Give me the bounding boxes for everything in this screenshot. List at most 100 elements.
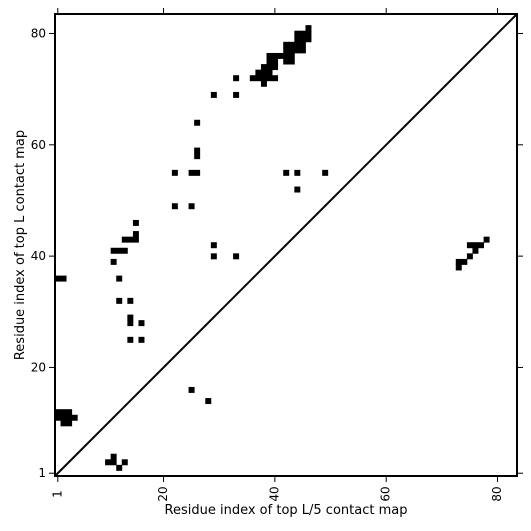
- contact-cell: [455, 258, 462, 265]
- contact-cells: [55, 25, 490, 471]
- contact-cell: [272, 75, 279, 82]
- contact-cell: [110, 247, 117, 254]
- contact-cell: [233, 75, 240, 82]
- contact-cell: [266, 75, 273, 82]
- contact-cell: [272, 64, 279, 71]
- x-tick-label: 1: [50, 490, 64, 498]
- contact-cell: [116, 247, 123, 254]
- contact-cell: [478, 242, 485, 249]
- contact-cell: [288, 47, 295, 54]
- contact-cell: [55, 409, 61, 416]
- contact-cell: [472, 247, 479, 254]
- x-axis-ticks: 1 20 40 60 80: [50, 8, 504, 502]
- contact-cell: [272, 58, 279, 65]
- contact-cell: [66, 420, 73, 427]
- plot-frame: [54, 13, 518, 477]
- contact-cell: [110, 453, 117, 460]
- contact-cell: [283, 52, 290, 59]
- contact-cell: [71, 414, 78, 421]
- contact-cell: [138, 336, 145, 343]
- contact-cell: [116, 464, 123, 471]
- contact-cell: [121, 459, 128, 466]
- x-tick-label: 80: [490, 486, 504, 501]
- contact-cell: [466, 242, 473, 249]
- contact-cell: [105, 459, 112, 466]
- contact-cell: [266, 64, 273, 71]
- diagonal-line: [54, 13, 518, 477]
- contact-cell: [255, 75, 262, 82]
- contact-cell: [294, 169, 301, 176]
- contact-cell: [288, 41, 295, 48]
- contact-cell: [188, 386, 195, 393]
- contact-cell: [188, 169, 195, 176]
- contact-cell: [305, 25, 312, 32]
- contact-cell: [294, 41, 301, 48]
- contact-cell: [66, 409, 73, 416]
- contact-cell: [60, 414, 67, 421]
- contact-cell: [138, 320, 145, 327]
- contact-cell: [249, 75, 256, 82]
- contact-cell: [121, 236, 128, 243]
- contact-cell: [210, 242, 217, 249]
- contact-cell: [233, 253, 240, 260]
- contact-cell: [305, 30, 312, 37]
- contact-cell: [194, 153, 201, 160]
- contact-cell: [132, 231, 139, 238]
- contact-cell: [266, 52, 273, 59]
- contact-cell: [260, 69, 267, 76]
- contact-cell: [294, 186, 301, 193]
- contact-cell: [322, 169, 329, 176]
- contact-cell: [55, 275, 61, 282]
- contact-cell: [455, 264, 462, 271]
- contact-cell: [277, 52, 284, 59]
- contact-cell: [127, 314, 134, 321]
- contact-cell: [132, 236, 139, 243]
- x-tick-label: 20: [156, 486, 170, 501]
- x-tick-label: 60: [379, 486, 393, 501]
- contact-cell: [255, 69, 262, 76]
- contact-cell: [283, 41, 290, 48]
- contact-cell: [110, 459, 117, 466]
- y-tick-label: 20: [31, 360, 46, 374]
- contact-cell: [194, 147, 201, 154]
- y-tick-label: 80: [31, 26, 46, 40]
- contact-cell: [294, 47, 301, 54]
- contact-cell: [171, 169, 178, 176]
- contact-cell: [299, 30, 306, 37]
- contact-cell: [260, 75, 267, 82]
- contact-cell: [194, 119, 201, 126]
- y-axis-label: Residue index of top L contact map: [13, 130, 28, 360]
- contact-cell: [127, 236, 134, 243]
- x-axis-label: Residue index of top L/5 contact map: [165, 503, 408, 518]
- contact-cell: [266, 69, 273, 76]
- contact-cell: [233, 91, 240, 98]
- contact-cell: [127, 297, 134, 304]
- contact-cell: [66, 414, 73, 421]
- contact-cell: [55, 414, 61, 421]
- contact-cell: [299, 36, 306, 43]
- contact-cell: [288, 52, 295, 59]
- contact-cell: [127, 320, 134, 327]
- contact-cell: [283, 47, 290, 54]
- contact-cell: [171, 203, 178, 210]
- contact-cell: [60, 420, 67, 427]
- contact-cell: [266, 58, 273, 65]
- contact-cell: [461, 258, 468, 265]
- contact-cell: [116, 297, 123, 304]
- contact-cell: [127, 336, 134, 343]
- contact-cell: [210, 91, 217, 98]
- contact-cell: [305, 36, 312, 43]
- contact-cell: [116, 275, 123, 282]
- contact-cell: [283, 169, 290, 176]
- contact-cell: [272, 52, 279, 59]
- contact-cell: [60, 409, 67, 416]
- contact-cell: [288, 58, 295, 65]
- contact-cell: [294, 36, 301, 43]
- contact-cell: [121, 247, 128, 254]
- contact-cell: [299, 47, 306, 54]
- contact-cell: [60, 275, 67, 282]
- contact-cell: [205, 398, 212, 405]
- contact-cell: [472, 242, 479, 249]
- contact-cell: [299, 41, 306, 48]
